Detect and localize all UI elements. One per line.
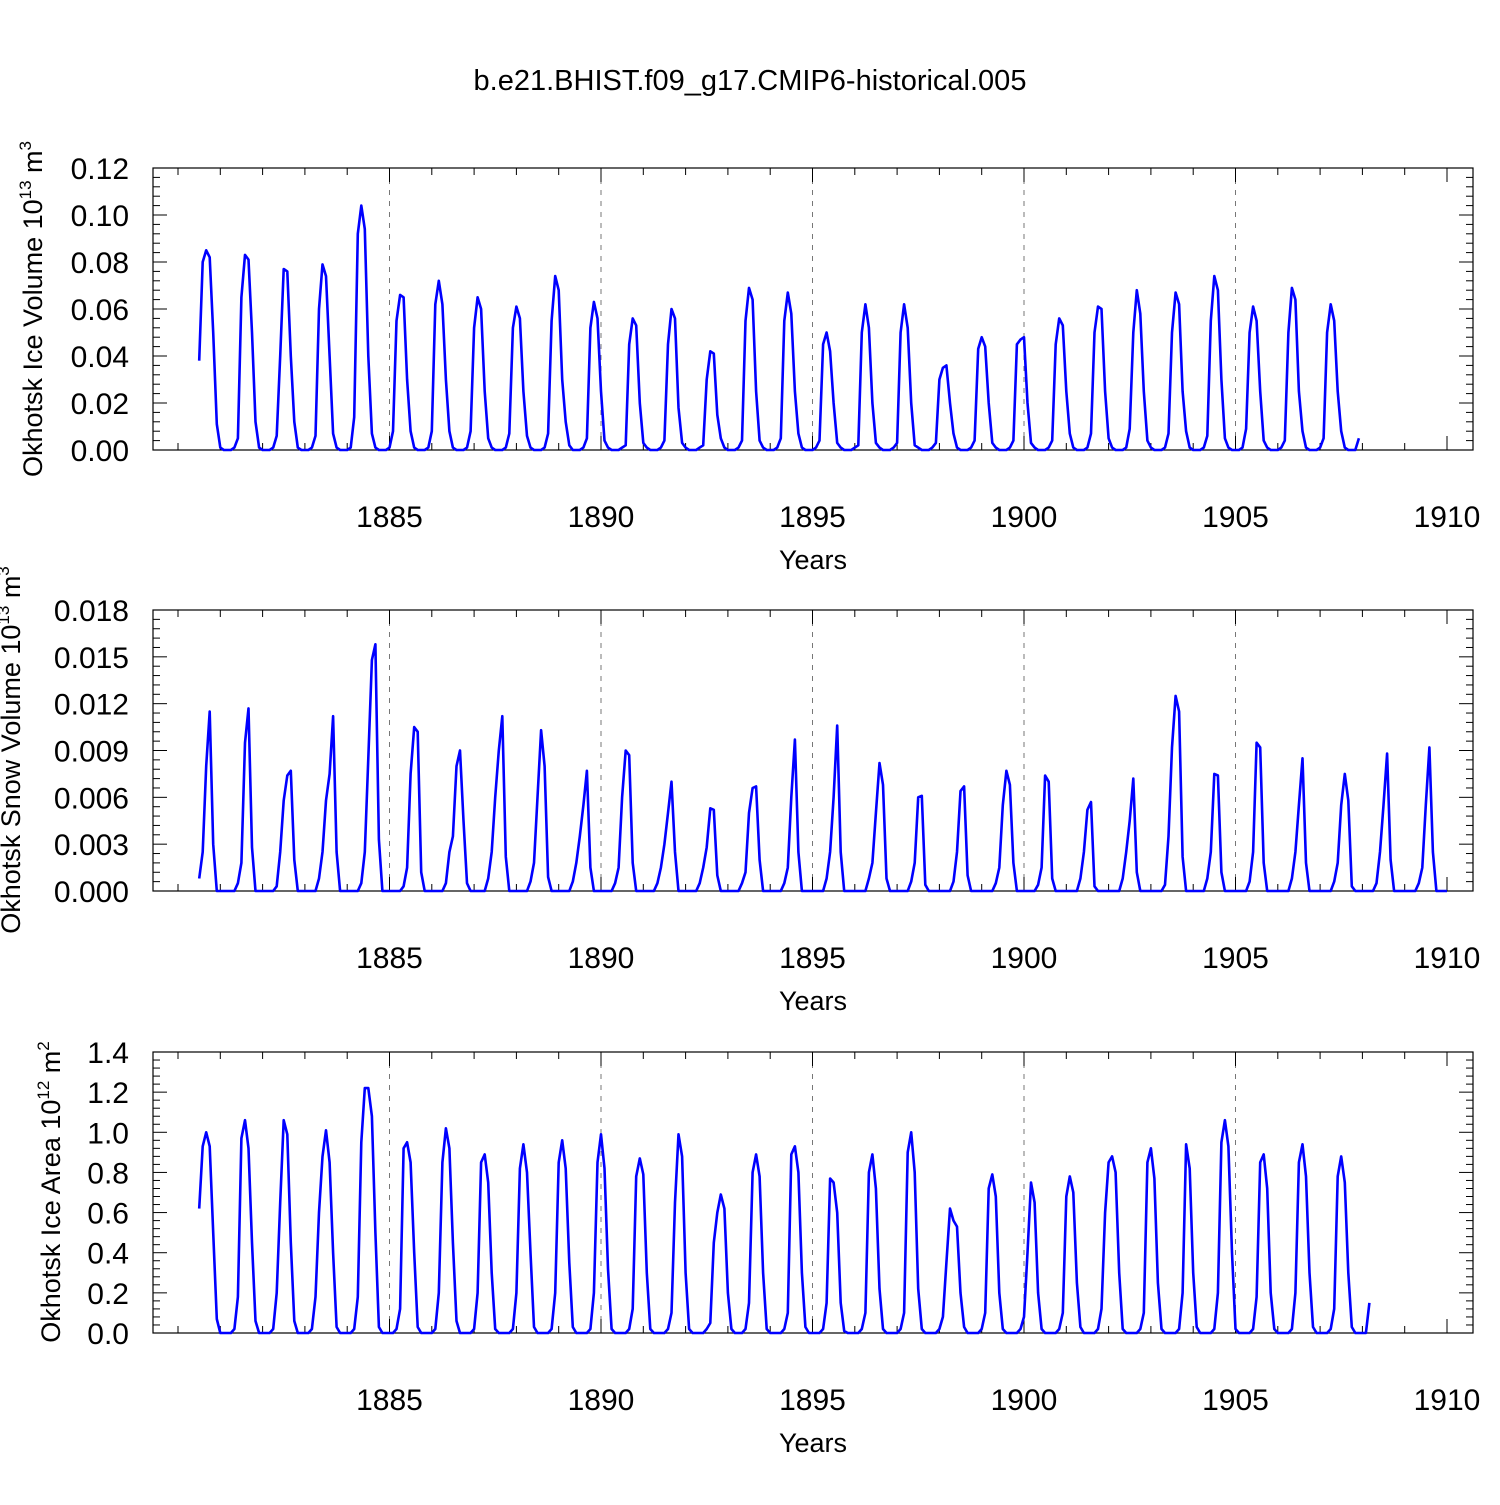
- x-tick-label: 1885: [356, 1384, 423, 1417]
- x-axis-label: Years: [779, 1428, 847, 1458]
- series-line: [197, 642, 1447, 893]
- y-tick-label: 0.10: [71, 200, 129, 233]
- x-tick-label: 1905: [1202, 1384, 1269, 1417]
- plot-frame: [152, 609, 1474, 892]
- series-line: [197, 1086, 1371, 1335]
- y-axis-label: Okhotsk Ice Volume 1013 m3: [16, 141, 48, 477]
- y-axis-label: Okhotsk Snow Volume 1013 m3: [0, 566, 26, 934]
- y-tick-label: 0.015: [54, 642, 129, 675]
- y-tick-label: 0.006: [54, 782, 129, 815]
- y-tick-label: 0.009: [54, 736, 129, 769]
- x-tick-label: 1900: [991, 1384, 1058, 1417]
- y-tick-label: 0.04: [71, 341, 129, 374]
- x-tick-label: 1910: [1414, 942, 1481, 975]
- y-tick-label: 0.018: [54, 595, 129, 628]
- y-tick-label: 0.000: [54, 876, 129, 909]
- y-tick-label: 0.08: [71, 247, 129, 280]
- x-tick-label: 1910: [1414, 1384, 1481, 1417]
- y-axis-label-unit: m: [18, 150, 48, 180]
- y-axis-label-exponent: 13: [0, 606, 13, 625]
- figure-title: b.e21.BHIST.f09_g17.CMIP6-historical.005: [474, 65, 1027, 97]
- y-axis-label-text: Okhotsk Snow Volume 10: [0, 625, 26, 934]
- y-tick-label: 0.02: [71, 388, 129, 421]
- y-tick-label: 1.4: [87, 1037, 129, 1070]
- y-tick-label: 0.06: [71, 294, 129, 327]
- panel-2: 1885 1890 1895 1900 1905 1910 0.000 0.003 0.006 0…: [0, 566, 1480, 1016]
- y-axis-label-unit: m: [0, 576, 26, 606]
- x-tick-label: 1885: [356, 501, 423, 534]
- x-tick-label: 1900: [991, 501, 1058, 534]
- y-tick-label: 0.003: [54, 829, 129, 862]
- y-tick-label: 0.8: [87, 1157, 129, 1190]
- y-tick-label: 0.0: [87, 1318, 129, 1351]
- y-axis-label-exponent: 12: [34, 1081, 53, 1100]
- x-tick-label: 1890: [568, 501, 635, 534]
- y-tick-label: 1.2: [87, 1077, 129, 1110]
- y-axis-label-text: Okhotsk Ice Volume 10: [18, 199, 48, 477]
- panel-1: 1885 1890 1895 1900 1905 1910 0.00 0.02 0.04 0.06…: [16, 141, 1480, 575]
- x-tick-label: 1910: [1414, 501, 1481, 534]
- x-tick-label: 1890: [568, 942, 635, 975]
- x-tick-label: 1890: [568, 1384, 635, 1417]
- y-tick-label: 0.2: [87, 1278, 129, 1311]
- y-tick-label: 0.6: [87, 1198, 129, 1231]
- series-line: [197, 204, 1361, 452]
- x-tick-label: 1885: [356, 942, 423, 975]
- y-tick-label: 1.0: [87, 1117, 129, 1150]
- x-tick-label: 1905: [1202, 501, 1269, 534]
- plot-frame: [152, 167, 1474, 451]
- x-tick-label: 1900: [991, 942, 1058, 975]
- y-tick-label: 0.4: [87, 1238, 129, 1271]
- y-axis-label-unit-exponent: 2: [34, 1041, 53, 1050]
- y-tick-label: 0.00: [71, 435, 129, 468]
- y-tick-label: 0.012: [54, 689, 129, 722]
- y-axis-label-text: Okhotsk Ice Area 10: [36, 1100, 66, 1343]
- x-tick-label: 1905: [1202, 942, 1269, 975]
- y-axis-label-unit: m: [36, 1051, 66, 1081]
- y-axis-label-unit-exponent: 3: [16, 141, 35, 150]
- y-axis-label-exponent: 13: [16, 180, 35, 199]
- x-axis-label: Years: [779, 545, 847, 575]
- y-axis-label: Okhotsk Ice Area 1012 m2: [34, 1041, 66, 1343]
- y-tick-label: 0.12: [71, 153, 129, 186]
- y-axis-label-unit-exponent: 3: [0, 566, 13, 575]
- panel-3: 1885 1890 1895 1900 1905 1910 0.0 0.2 0.4 0.6 0.8 1…: [34, 1037, 1480, 1458]
- x-tick-label: 1895: [779, 942, 846, 975]
- x-tick-label: 1895: [779, 1384, 846, 1417]
- x-tick-label: 1895: [779, 501, 846, 534]
- x-axis-label: Years: [779, 986, 847, 1016]
- plot-frame: [152, 1051, 1474, 1334]
